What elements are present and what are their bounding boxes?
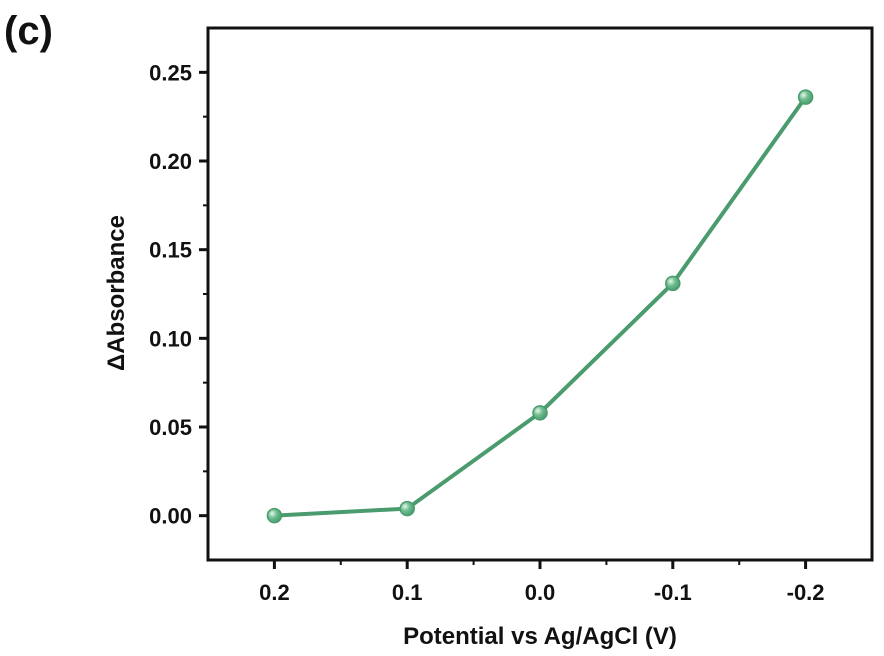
x-axis-title: Potential vs Ag/AgCl (V) <box>403 623 677 650</box>
data-point <box>266 507 283 524</box>
x-tick-label: 0.2 <box>259 580 290 605</box>
series-line <box>274 95 808 518</box>
data-point <box>399 500 415 517</box>
x-tick-label: -0.2 <box>787 580 825 605</box>
x-tick-label: 0.1 <box>392 580 423 605</box>
y-tick-label: 0.20 <box>149 149 192 174</box>
y-tick-label: 0.15 <box>149 238 192 263</box>
data-point <box>532 405 548 421</box>
y-tick-label: 0.10 <box>149 326 192 351</box>
plot-area: 0.00 0.05 0.10 0.15 0.20 0.25 0.2 0.1 0.0 -0.1 -0.… <box>149 26 874 605</box>
y-tick-label: 0.00 <box>149 504 192 529</box>
y-tick-label: 0.05 <box>149 415 192 440</box>
data-point <box>797 89 814 105</box>
x-tick-label: 0.0 <box>525 580 556 605</box>
panel-label: (c) <box>4 9 53 53</box>
x-tick-label: -0.1 <box>654 580 692 605</box>
y-tick-label: 0.25 <box>149 60 192 85</box>
data-point <box>665 275 681 292</box>
plot-frame <box>206 26 874 562</box>
y-axis-title: ΔAbsorbance <box>103 215 130 371</box>
